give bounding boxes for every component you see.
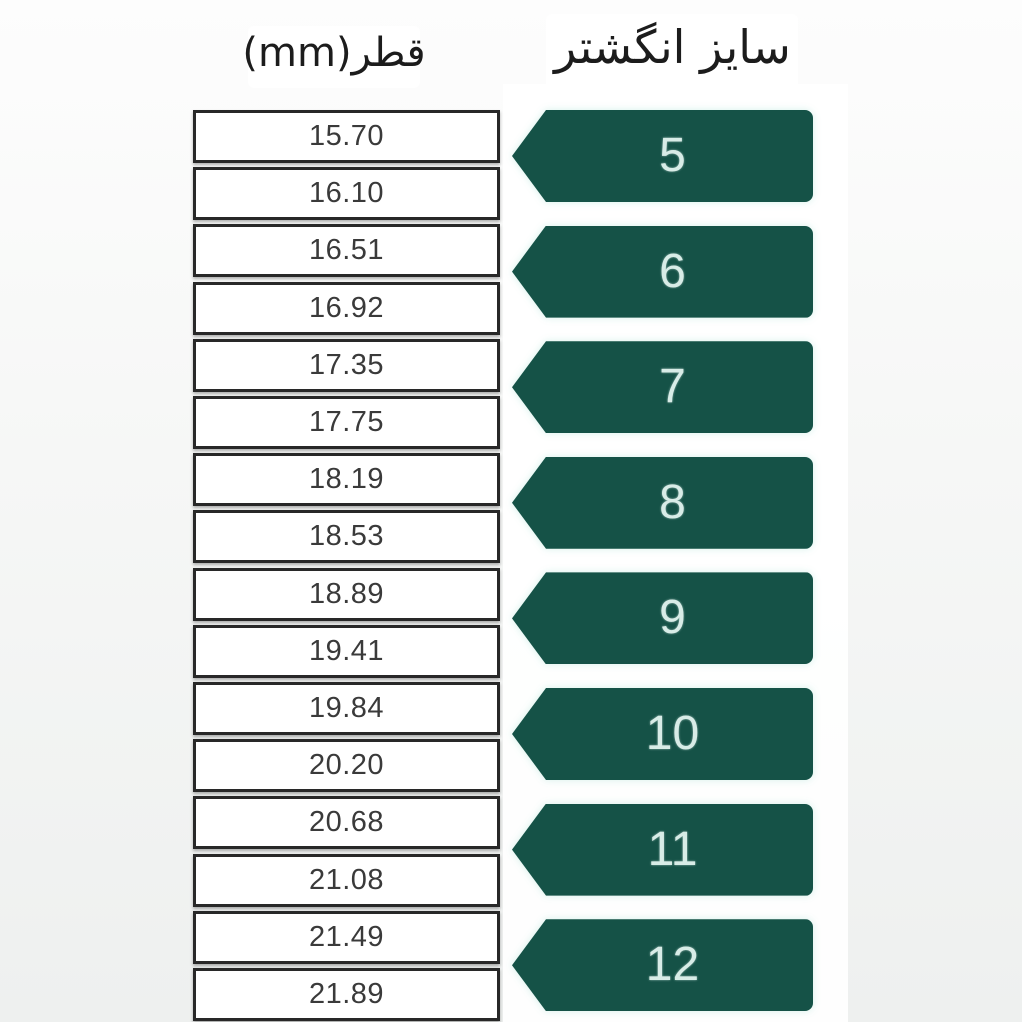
diameter-cell: 19.41: [193, 624, 500, 678]
left-pointing-pennant-shape: 12: [512, 919, 813, 1012]
ring-size-arrow: 5: [512, 110, 813, 202]
ring-size-label: 6: [659, 244, 686, 298]
diameter-cell: 20.68: [193, 796, 500, 850]
ring-size-header-background: [546, 14, 798, 92]
ring-size-label: 12: [645, 938, 700, 992]
ring-size-arrow: 11: [512, 803, 813, 896]
ring-size-arrow: 8: [512, 456, 813, 549]
diameter-cell: 17.35: [193, 338, 500, 392]
left-pointing-pennant-shape: 5: [512, 110, 813, 202]
ring-size-label: 10: [645, 707, 700, 760]
diameter-header-background: [248, 26, 420, 88]
ring-size-header: سایز انگشتر: [554, 20, 791, 74]
diameter-cell: 20.20: [193, 739, 500, 793]
ring-size-arrow: 12: [512, 919, 813, 1012]
ring-size-arrow: 7: [512, 341, 813, 434]
diameter-cell: 18.53: [193, 510, 500, 564]
left-pointing-pennant-shape: 7: [512, 341, 813, 434]
diameter-cell: 21.89: [193, 968, 500, 1021]
diameter-cell: 18.89: [193, 567, 500, 621]
diameter-cell: 15.70: [193, 110, 500, 163]
ring-size-label: 8: [659, 475, 686, 529]
ring-size-label: 5: [659, 129, 686, 182]
ring-size-arrow: 9: [512, 572, 813, 665]
ring-size-label: 7: [659, 360, 686, 414]
ring-size-label: 9: [659, 591, 686, 645]
diameter-cell: 16.51: [193, 224, 500, 278]
diameter-cell: 21.49: [193, 910, 500, 964]
diameter-cell: 18.19: [193, 453, 500, 507]
left-pointing-pennant-shape: 8: [512, 456, 813, 549]
left-pointing-pennant-shape: 11: [512, 803, 813, 896]
left-pointing-pennant-shape: 10: [512, 688, 813, 780]
ring-size-arrow: 10: [512, 688, 813, 780]
left-pointing-pennant-shape: 9: [512, 572, 813, 665]
diameter-cell: 16.92: [193, 281, 500, 335]
ring-size-arrow: 6: [512, 225, 813, 318]
left-pointing-pennant-shape: 6: [512, 225, 813, 318]
diameter-cell: 19.84: [193, 682, 500, 735]
ring-size-label: 11: [647, 822, 698, 876]
diameter-cell: 21.08: [193, 853, 500, 907]
diameter-header: قطر(mm): [242, 30, 426, 76]
diameter-cell: 17.75: [193, 396, 500, 449]
diameter-cell: 16.10: [193, 167, 500, 221]
